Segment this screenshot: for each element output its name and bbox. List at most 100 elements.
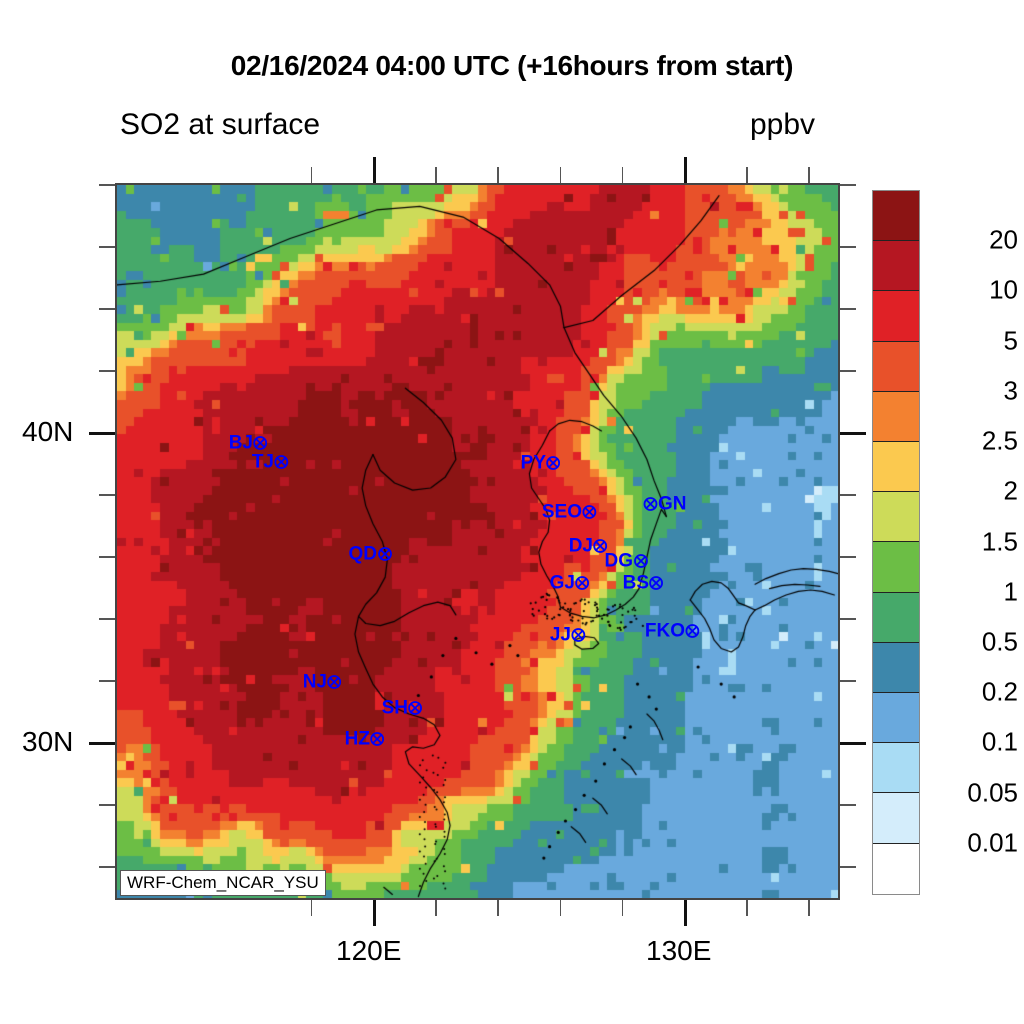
x-tick-top [310, 167, 313, 183]
colorbar-label-1: 1 [1003, 576, 1018, 607]
y-tick-major [89, 432, 115, 435]
city-label-hz: HZ [344, 728, 370, 750]
colorbar-band-7 [873, 542, 919, 593]
y-tick [99, 866, 115, 868]
x-axis-label-120E: 120E [336, 935, 402, 966]
x-tick-top [684, 157, 687, 183]
units-label: ppbv [750, 108, 816, 141]
colorbar-label-0.1: 0.1 [981, 726, 1018, 757]
colorbar[interactable] [872, 190, 920, 895]
y-tick-right [840, 370, 856, 372]
page-title: 02/16/2024 04:00 UTC (+16hours from star… [230, 50, 794, 81]
y-tick-right [840, 246, 856, 248]
city-label-fko: FKO [644, 620, 685, 642]
circle-x-icon [327, 675, 342, 690]
circle-x-icon [546, 456, 561, 471]
x-tick-top [746, 167, 748, 183]
colorbar-label-0.05: 0.05 [967, 777, 1018, 808]
colorbar-band-0 [873, 191, 919, 242]
city-label-sh: SH [381, 697, 408, 719]
circle-x-icon [582, 505, 597, 520]
x-tick-top [373, 157, 376, 183]
y-tick [99, 184, 115, 186]
y-tick [99, 556, 115, 558]
colorbar-label-1.5: 1.5 [981, 526, 1018, 556]
x-tick-major [373, 900, 376, 926]
city-marker-qd: QD [349, 545, 393, 564]
circle-x-icon [377, 547, 392, 562]
city-label-nj: NJ [302, 671, 327, 693]
city-marker-gj: GJ [550, 574, 590, 593]
colorbar-tick-labels: 20 10 5 3 2.5 2 1.5 1 0.5 0.2 0.1 0.05 0.01 [925, 190, 1020, 893]
y-tick [99, 370, 115, 372]
city-label-gn: GN [658, 493, 687, 515]
y-tick [99, 680, 115, 682]
field-label: SO2 at surface [120, 108, 321, 141]
y-tick-right [840, 680, 856, 682]
colorbar-band-10 [873, 693, 919, 744]
colorbar-band-12 [873, 793, 919, 844]
city-marker-seo: SEO [542, 503, 597, 522]
y-tick [99, 308, 115, 310]
colorbar-band-3 [873, 341, 919, 392]
city-marker-dg: DG [605, 552, 649, 571]
x-tick [497, 900, 499, 916]
coastline-overlay [117, 185, 838, 898]
y-axis-label-30N: 30N [22, 726, 74, 757]
x-tick-top [559, 167, 562, 183]
y-tick-right [840, 866, 856, 868]
city-label-bj: BJ [228, 432, 253, 454]
x-tick-major [684, 900, 687, 926]
colorbar-band-9 [873, 642, 919, 694]
y-tick-right [840, 804, 856, 806]
y-tick [99, 494, 115, 496]
y-tick-right [840, 308, 856, 310]
circle-x-icon [649, 576, 664, 591]
colorbar-label-10: 10 [989, 274, 1018, 305]
model-attribution-tag: WRF-Chem_NCAR_YSU [120, 870, 326, 896]
circle-x-icon [571, 628, 586, 643]
circle-x-icon [633, 554, 648, 569]
colorbar-label-20: 20 [989, 224, 1018, 255]
city-marker-bj: BJ [229, 434, 268, 453]
city-marker-sh: SH [382, 699, 423, 718]
y-tick [99, 246, 115, 248]
x-tick [435, 900, 437, 916]
colorbar-label-3: 3 [1003, 375, 1018, 406]
city-label-tj: TJ [251, 451, 274, 473]
colorbar-label-2: 2 [1003, 475, 1018, 506]
city-label-gj: GJ [549, 572, 575, 594]
y-tick-right [840, 556, 856, 558]
y-tick-right [840, 184, 856, 186]
city-marker-bs: BS [623, 574, 664, 593]
colorbar-label-0.2: 0.2 [981, 676, 1018, 707]
city-label-seo: SEO [541, 501, 582, 523]
city-label-dg: DG [604, 550, 634, 572]
city-marker-jj: JJ [550, 626, 586, 645]
x-tick [808, 900, 810, 916]
y-tick [99, 618, 115, 620]
y-tick-right [840, 432, 866, 435]
y-tick-right [840, 618, 856, 620]
city-label-jj: JJ [549, 624, 571, 646]
city-marker-nj: NJ [303, 673, 342, 692]
x-tick-top [497, 167, 499, 183]
colorbar-band-4 [873, 391, 919, 443]
circle-x-icon [685, 624, 700, 639]
circle-x-icon [593, 539, 608, 554]
map-plot-area[interactable] [115, 183, 840, 900]
colorbar-band-2 [873, 291, 919, 342]
x-tick-top [435, 167, 437, 183]
colorbar-band-1 [873, 241, 919, 292]
city-marker-gn: GN [643, 495, 687, 514]
x-tick [746, 900, 748, 916]
colorbar-band-13 [873, 843, 919, 894]
city-marker-tj: TJ [252, 453, 289, 472]
circle-x-icon [643, 497, 658, 512]
circle-x-icon [274, 455, 289, 470]
colorbar-label-0.01: 0.01 [967, 827, 1018, 858]
y-tick-major [89, 742, 115, 745]
colorbar-label-5: 5 [1003, 325, 1018, 356]
x-axis-label-130E: 130E [646, 935, 712, 966]
city-marker-fko: FKO [645, 622, 700, 641]
